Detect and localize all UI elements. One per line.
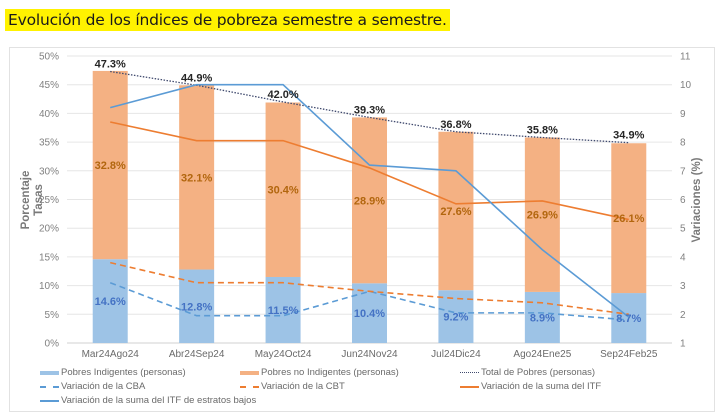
legend-item: Variación de la suma del ITF de estratos… <box>40 395 256 406</box>
bar-pobres-indigentes <box>92 259 128 343</box>
legend-item: Pobres no Indigentes (personas) <box>240 367 399 378</box>
x-tick-label: May24Oct24 <box>255 349 312 360</box>
line-variacion-de-la-suma-del-itf-de-estratos-bajos <box>110 83 630 318</box>
data-label-indigentes: 9.2% <box>443 312 468 324</box>
bar-pobres-indigentes <box>179 269 215 343</box>
left-tick-label: 5% <box>45 310 60 321</box>
legend-item: Variación de la CBT <box>240 381 345 392</box>
line-variacion-de-la-cba <box>109 281 629 321</box>
bar-pobres-no-indigentes <box>265 102 301 277</box>
left-tick-label: 50% <box>39 52 59 63</box>
data-label-indigentes: 10.4% <box>354 308 385 320</box>
left-axis-title-line2: Tasas <box>33 184 45 216</box>
legend-item: Pobres Indigentes (personas) <box>40 367 186 378</box>
right-tick-label: 1 <box>680 339 686 350</box>
bar-pobres-indigentes <box>524 291 560 343</box>
right-tick-label: 6 <box>680 195 686 206</box>
axes: 0% 5% 10% 15% 20% 25% 30% 35% 40% 45% 50% 1 2 3 4 5 6 7 8 9… <box>39 52 692 361</box>
data-label-indigentes: 12.8% <box>181 301 212 313</box>
bar-pobres-no-indigentes <box>179 85 215 270</box>
data-labels: 47.3% 32.8% 14.6% 44.9% 32.1% 12.8% 42.0% 30.4%… <box>95 58 645 325</box>
data-label-indigentes: 14.6% <box>95 296 126 308</box>
data-label-indigentes: 11.5% <box>268 305 299 317</box>
bar-pobres-no-indigentes <box>352 117 387 284</box>
bar-pobres-no-indigentes <box>611 143 647 294</box>
data-label-total: 42.0% <box>267 89 298 101</box>
x-tick-label: Jul24Dic24 <box>431 349 481 360</box>
right-tick-label: 11 <box>680 52 691 63</box>
bars <box>92 70 647 343</box>
right-tick-label: 3 <box>680 281 686 292</box>
x-tick-label: Ago24Ene25 <box>513 349 571 360</box>
series-lines <box>109 70 630 321</box>
left-tick-label: 0% <box>45 339 60 350</box>
right-tick-label: 9 <box>680 109 686 120</box>
legend-label: Pobres no Indigentes (personas) <box>261 367 399 378</box>
left-tick-label: 20% <box>39 224 59 235</box>
bar-pobres-indigentes <box>265 276 301 343</box>
right-tick-label: 2 <box>680 310 686 321</box>
legend-item: Variación de la suma del ITF <box>460 381 601 392</box>
line-variacion-de-la-suma-del-itf <box>110 121 629 221</box>
legend-label: Variación de la CBA <box>61 381 146 392</box>
data-label-indigentes: 8.7% <box>616 313 641 325</box>
right-axis-title: Variaciones (%) <box>691 157 703 242</box>
left-tick-label: 30% <box>39 166 59 177</box>
page-title: Evolución de los índices de pobreza seme… <box>5 9 450 31</box>
bar-pobres-indigentes <box>611 293 647 343</box>
data-label-no-indigentes: 32.8% <box>95 160 126 172</box>
right-tick-label: 5 <box>680 224 686 235</box>
left-tick-label: 40% <box>39 109 59 120</box>
x-tick-label: Mar24Ago24 <box>82 349 140 360</box>
bar-pobres-no-indigentes <box>438 131 474 291</box>
bar-pobres-no-indigentes <box>92 70 128 260</box>
legend-swatch-solid-icon <box>40 399 59 402</box>
data-label-total: 36.8% <box>440 119 471 131</box>
data-label-no-indigentes: 26.9% <box>527 210 558 222</box>
line-variacion-de-la-cbt <box>110 261 629 316</box>
legend-swatch-dashed-icon <box>40 385 59 388</box>
data-label-no-indigentes: 32.1% <box>181 172 212 184</box>
legend-label: Variación de la CBT <box>261 381 345 392</box>
right-tick-label: 4 <box>680 252 686 263</box>
data-label-total: 44.9% <box>181 72 212 84</box>
data-label-indigentes: 8.9% <box>530 312 555 324</box>
right-tick-label: 8 <box>680 138 686 149</box>
x-tick-label: Jun24Nov24 <box>341 349 398 360</box>
data-label-no-indigentes: 27.6% <box>440 206 471 218</box>
legend-swatch-dashed-icon <box>240 385 259 388</box>
data-label-no-indigentes: 26.1% <box>613 213 644 225</box>
data-label-total: 34.9% <box>613 130 644 142</box>
legend-swatch-bar-icon <box>40 370 59 375</box>
data-label-no-indigentes: 28.9% <box>354 195 385 207</box>
left-tick-label: 35% <box>39 138 59 149</box>
legend-swatch-solid-icon <box>460 385 479 388</box>
x-tick-label: Sep24Feb25 <box>600 349 658 360</box>
left-tick-label: 15% <box>39 252 59 263</box>
data-label-total: 35.8% <box>527 125 558 137</box>
right-tick-label: 10 <box>680 80 692 91</box>
left-tick-label: 10% <box>39 281 59 292</box>
legend-label: Variación de la suma del ITF de estratos… <box>61 395 257 406</box>
data-label-no-indigentes: 30.4% <box>267 185 298 197</box>
right-tick-label: 7 <box>680 166 686 177</box>
bar-pobres-indigentes <box>352 283 387 343</box>
legend-swatch-bar-icon <box>240 370 259 375</box>
legend-item: Variación de la CBA <box>40 381 145 392</box>
x-tick-label: Abr24Sep24 <box>169 349 225 360</box>
legend-swatch-dotted-icon <box>460 372 479 373</box>
bar-pobres-no-indigentes <box>524 137 560 292</box>
data-label-total: 39.3% <box>354 104 385 116</box>
legend-item: Total de Pobres (personas) <box>460 367 595 378</box>
left-tick-label: 45% <box>39 80 59 91</box>
left-axis-title-line1: Porcentaje <box>20 171 32 230</box>
left-tick-label: 25% <box>39 195 59 206</box>
legend-label: Total de Pobres (personas) <box>481 367 596 378</box>
data-label-total: 47.3% <box>95 58 126 70</box>
legend-label: Variación de la suma del ITF <box>481 381 602 392</box>
legend-label: Pobres Indigentes (personas) <box>61 367 186 378</box>
